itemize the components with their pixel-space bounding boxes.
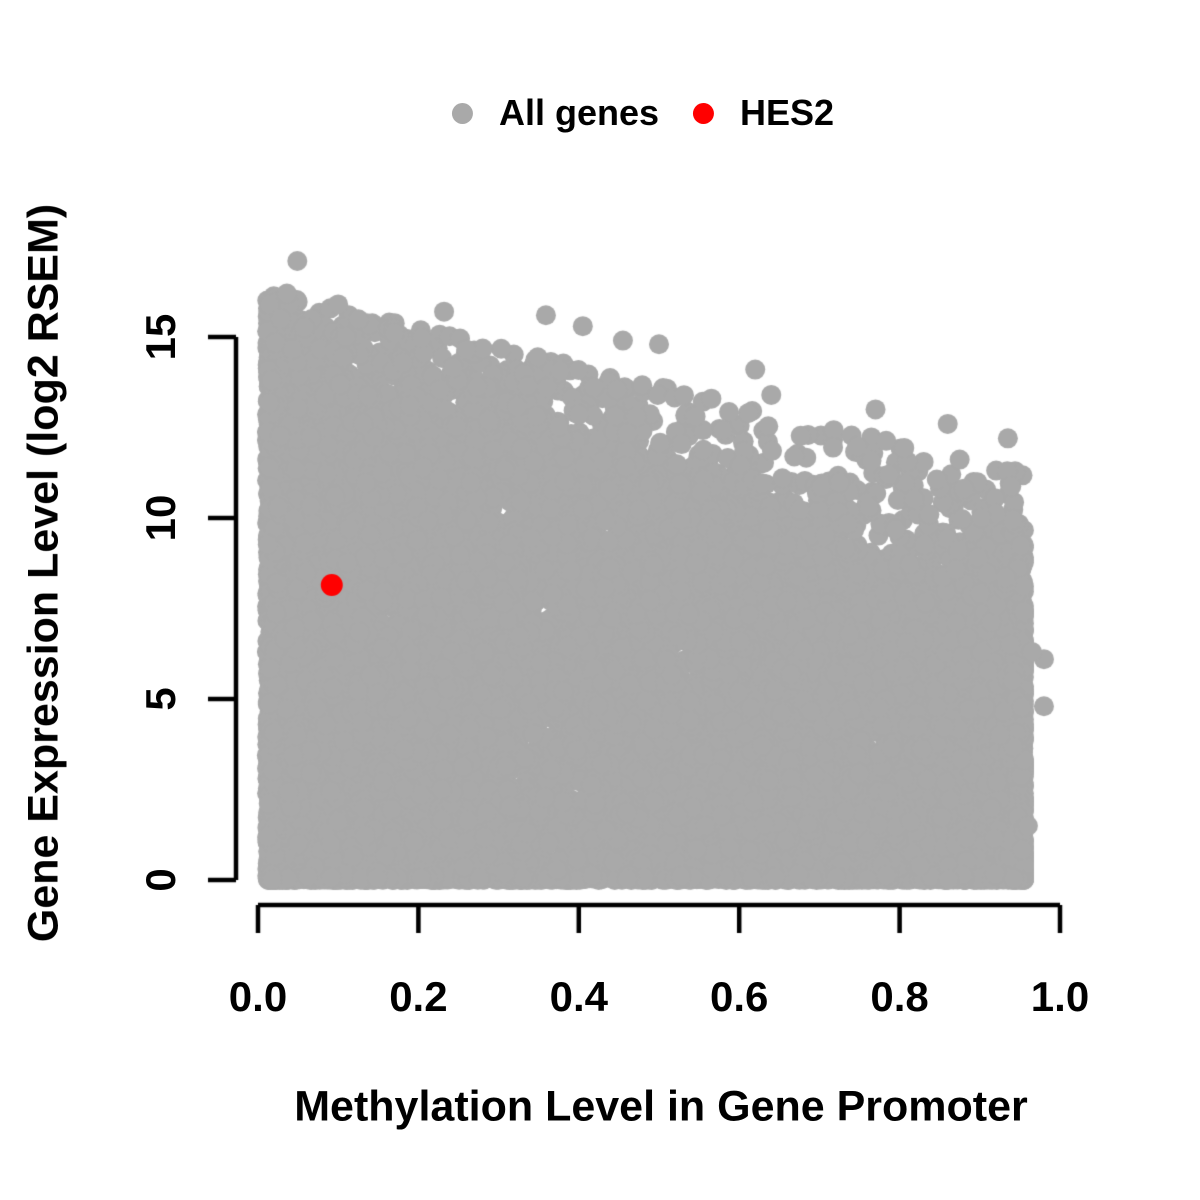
all-genes-marker-icon: [451, 102, 473, 124]
x-tick-label: 0.4: [549, 973, 608, 1020]
hes2-marker-icon: [693, 102, 715, 124]
x-tick-label: 0.2: [389, 973, 448, 1020]
y-axis-title: Gene Expression Level (log2 RSEM): [19, 203, 68, 943]
x-tick-label: 1.0: [1030, 973, 1090, 1020]
legend-item-hes2: HES2: [693, 95, 834, 131]
y-tick-label: 15: [137, 313, 184, 361]
x-tick-label: 0.6: [709, 973, 769, 1020]
legend-label-all-genes: All genes: [498, 92, 660, 133]
x-tick-label: 0.8: [870, 973, 929, 1020]
y-tick-label: 0: [137, 868, 184, 892]
x-tick-label: 0.0: [228, 973, 288, 1020]
chart-legend: All genes HES2: [451, 92, 834, 133]
legend-item-all-genes: All genes: [451, 92, 660, 133]
y-tick-label: 10: [137, 494, 184, 542]
y-tick-label: 5: [137, 687, 184, 711]
x-axis-title: Methylation Level in Gene Promoter: [294, 1082, 1028, 1131]
legend-label-hes2: HES2: [740, 92, 835, 133]
